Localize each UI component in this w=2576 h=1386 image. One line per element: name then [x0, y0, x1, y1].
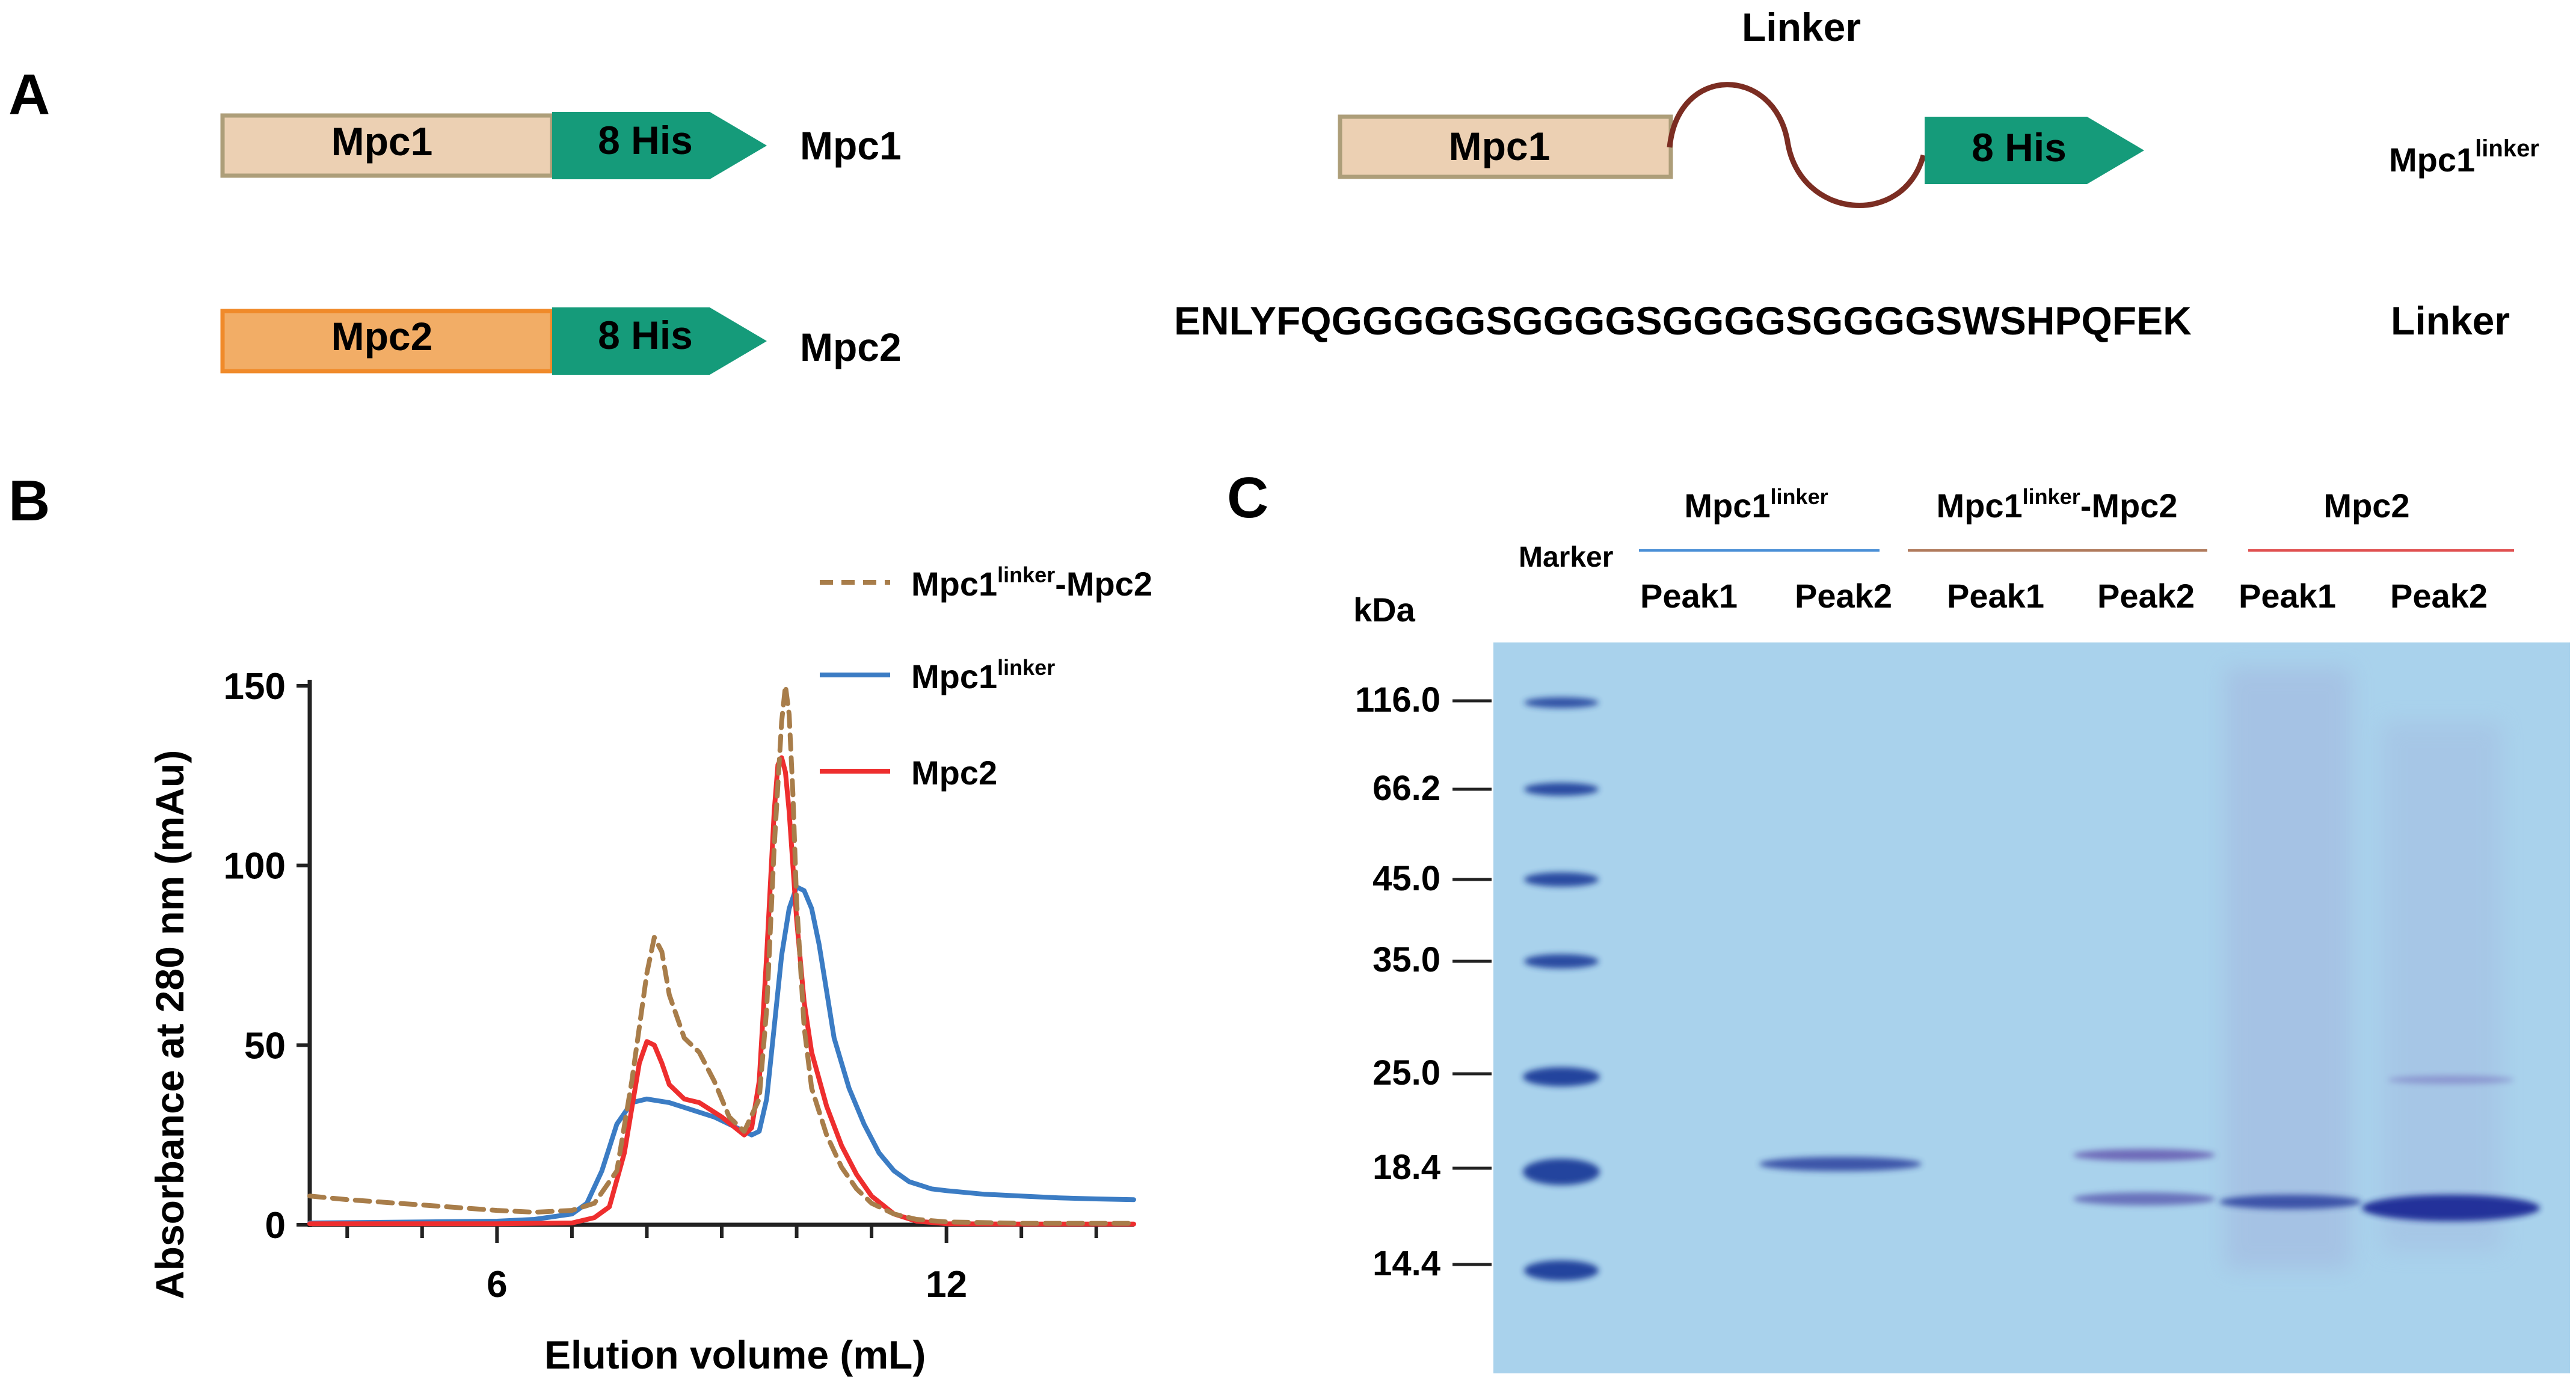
lane-smear	[2382, 722, 2502, 1251]
lane-group-header: Mpc1linker	[1639, 484, 1880, 550]
his-tag-label: 8 His	[598, 313, 693, 357]
linker-curve	[1670, 85, 1923, 206]
lane-group-header: Mpc1linker-Mpc2	[1908, 484, 2207, 550]
protein-band	[2219, 1195, 2361, 1209]
marker-size-label: 116.0	[1355, 680, 1440, 719]
linker-title: Linker	[1742, 5, 1861, 49]
legend-item: Mpc2	[820, 754, 997, 792]
linker-sequence: ENLYFQGGGGGSGGGGSGGGGSGGGGSWSHPQFEK	[1174, 298, 2192, 343]
x-tick-label: 6	[487, 1264, 507, 1305]
legend-label: Mpc1linker	[911, 655, 1055, 695]
ladder-band	[1524, 954, 1599, 969]
group-label: Mpc1linker-Mpc2	[1937, 484, 2178, 525]
x-axis-label: Elution volume (mL)	[544, 1332, 926, 1377]
kda-label: kDa	[1353, 591, 1416, 629]
legend-item: Mpc1linker-Mpc2	[820, 562, 1152, 603]
x-ticks: 6 12	[347, 1225, 1096, 1305]
marker-size-label: 45.0	[1373, 859, 1440, 898]
mpc1-box-label: Mpc1	[1449, 124, 1551, 168]
his-tag-label: 8 His	[598, 118, 693, 162]
legend-label: Mpc2	[911, 754, 997, 792]
chart-series	[310, 686, 1134, 1224]
marker-size-label: 25.0	[1373, 1053, 1440, 1092]
ladder-band	[1524, 783, 1599, 796]
mpc2-construct: Mpc2 8 His Mpc2	[223, 307, 902, 375]
y-axis-label: Absorbance at 280 nm (mAu)	[147, 750, 192, 1299]
linker-sequence-label: Linker	[2391, 298, 2510, 343]
y-tick-label: 0	[265, 1205, 286, 1246]
protein-band	[1759, 1157, 1922, 1171]
panel-c-label: C	[1227, 466, 1268, 530]
y-tick-label: 100	[224, 846, 286, 887]
ladder-band	[1523, 1159, 1600, 1185]
lane-group-header: Mpc2	[2248, 487, 2514, 550]
panel-b-label: B	[8, 469, 50, 533]
ladder-band	[1523, 1067, 1600, 1086]
marker-lane-label: Marker	[1519, 541, 1613, 573]
lane-label: Peak1	[1640, 577, 1738, 615]
legend-label: Mpc1linker-Mpc2	[911, 562, 1152, 603]
lane-label: Peak2	[1795, 577, 1892, 615]
protein-band	[2073, 1149, 2215, 1161]
marker-size-label: 66.2	[1373, 769, 1440, 808]
ladder-band	[1524, 1260, 1599, 1281]
y-ticks: 0 50 100 150	[224, 666, 310, 1246]
marker-scale: 116.0 66.2 45.0 35.0 25.0 18.4 14.4	[1355, 680, 1492, 1283]
protein-band	[2073, 1192, 2215, 1206]
x-tick-label: 12	[926, 1264, 967, 1305]
his-tag-label: 8 His	[1972, 125, 2067, 170]
lane-smear	[2225, 668, 2352, 1269]
mpc1-linker-name: Mpc1linker	[2389, 135, 2539, 179]
series-line	[310, 758, 1134, 1224]
protein-band	[2388, 1076, 2514, 1084]
marker-size-label: 35.0	[1373, 940, 1440, 979]
lane-label: Peak1	[2239, 577, 2336, 615]
marker-size-label: 18.4	[1373, 1148, 1440, 1187]
mpc2-box-label: Mpc2	[331, 314, 433, 359]
linker-construct: Linker Mpc1 8 His Mpc1linker	[1340, 5, 2539, 206]
marker-size-label: 14.4	[1373, 1244, 1440, 1283]
panel-a-label: A	[8, 63, 50, 127]
group-label: Mpc2	[2323, 487, 2409, 525]
legend-item: Mpc1linker	[820, 655, 1055, 695]
mpc1-construct: Mpc1 8 His Mpc1	[223, 112, 902, 179]
ladder-band	[1524, 697, 1599, 708]
y-tick-label: 50	[244, 1025, 286, 1067]
mpc1-name: Mpc1	[800, 123, 902, 168]
mpc2-name: Mpc2	[800, 325, 902, 369]
lane-label: Peak2	[2390, 577, 2488, 615]
series-line	[310, 887, 1134, 1224]
protein-band	[2362, 1195, 2540, 1221]
ladder-band	[1524, 872, 1599, 887]
lane-label: Peak1	[1947, 577, 2044, 615]
figure: A Mpc1 8 His Mpc1 Mpc2 8 His Mpc2 Linker…	[0, 0, 2576, 1386]
group-label: Mpc1linker	[1684, 484, 1828, 525]
chart-legend: Mpc1linker-Mpc2 Mpc1linker Mpc2	[820, 562, 1152, 792]
mpc1-box-label: Mpc1	[331, 119, 433, 164]
series-line	[310, 686, 1134, 1224]
lane-label: Peak2	[2097, 577, 2195, 615]
sds-page-gel	[1493, 642, 2570, 1373]
y-tick-label: 150	[224, 666, 286, 707]
